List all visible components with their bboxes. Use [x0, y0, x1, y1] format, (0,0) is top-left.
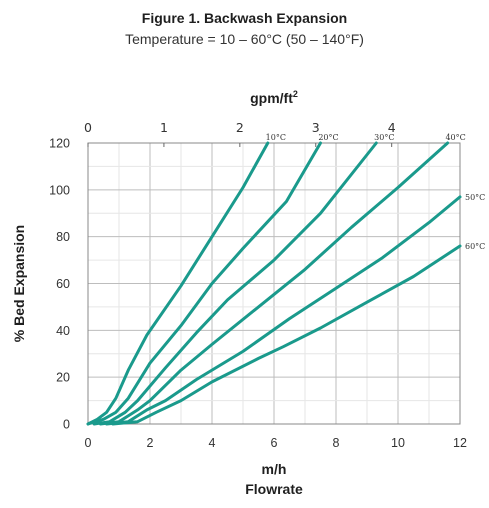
y-axis-ticks: 0 20 40 60 80 100 120 — [49, 137, 70, 432]
series-line-3 — [92, 141, 378, 426]
y-tick-label: 0 — [63, 418, 70, 432]
x-tick-label: 4 — [209, 436, 216, 450]
y-axis-label: % Bed Expansion — [11, 225, 27, 342]
x-axis-ticks: 0 2 4 6 8 10 12 — [85, 436, 467, 450]
top-tick-label: 0 — [84, 120, 92, 135]
series-label-1: 10°C — [266, 133, 286, 142]
top-axis-label: gpm/ft2 — [250, 89, 298, 106]
top-tick-label: 3 — [312, 120, 320, 135]
x-tick-label: 2 — [147, 436, 154, 450]
x-tick-label: 12 — [453, 436, 467, 450]
series-label-6: 60°C — [465, 242, 485, 251]
y-tick-label: 80 — [56, 230, 70, 244]
y-tick-label: 100 — [49, 183, 70, 197]
series-label-3: 30°C — [374, 133, 394, 142]
series-line-4 — [98, 141, 450, 426]
top-axis-ticks: 0 1 2 3 4 — [84, 120, 396, 147]
series-label-5: 50°C — [465, 193, 485, 202]
series-label-4: 40°C — [445, 133, 465, 142]
plot-frame — [87, 142, 461, 425]
y-tick-label: 40 — [56, 324, 70, 338]
series-lines — [86, 141, 462, 426]
top-tick-label: 4 — [388, 120, 396, 135]
y-tick-label: 20 — [56, 371, 70, 385]
y-tick-label: 60 — [56, 277, 70, 291]
x-axis-label-flowrate: Flowrate — [245, 481, 303, 497]
x-tick-label: 6 — [271, 436, 278, 450]
y-tick-label: 120 — [49, 137, 70, 151]
x-tick-label: 10 — [391, 436, 405, 450]
series-label-2: 20°C — [318, 133, 338, 142]
chart-subtitle: Temperature = 10 – 60°C (50 – 140°F) — [125, 31, 364, 47]
top-tick-label: 2 — [236, 120, 244, 135]
grid — [87, 142, 461, 425]
x-axis-label: m/h — [262, 461, 287, 477]
chart-title: Figure 1. Backwash Expansion — [141, 10, 348, 26]
x-tick-label: 0 — [85, 436, 92, 450]
series-labels: 10°C 20°C 30°C 40°C 50°C 60°C — [266, 133, 486, 251]
series-line-6 — [111, 244, 462, 426]
series-line-1 — [86, 141, 270, 426]
x-tick-label: 8 — [333, 436, 340, 450]
series-line-2 — [86, 141, 322, 426]
top-tick-label: 1 — [160, 120, 168, 135]
series-line-5 — [105, 195, 462, 426]
